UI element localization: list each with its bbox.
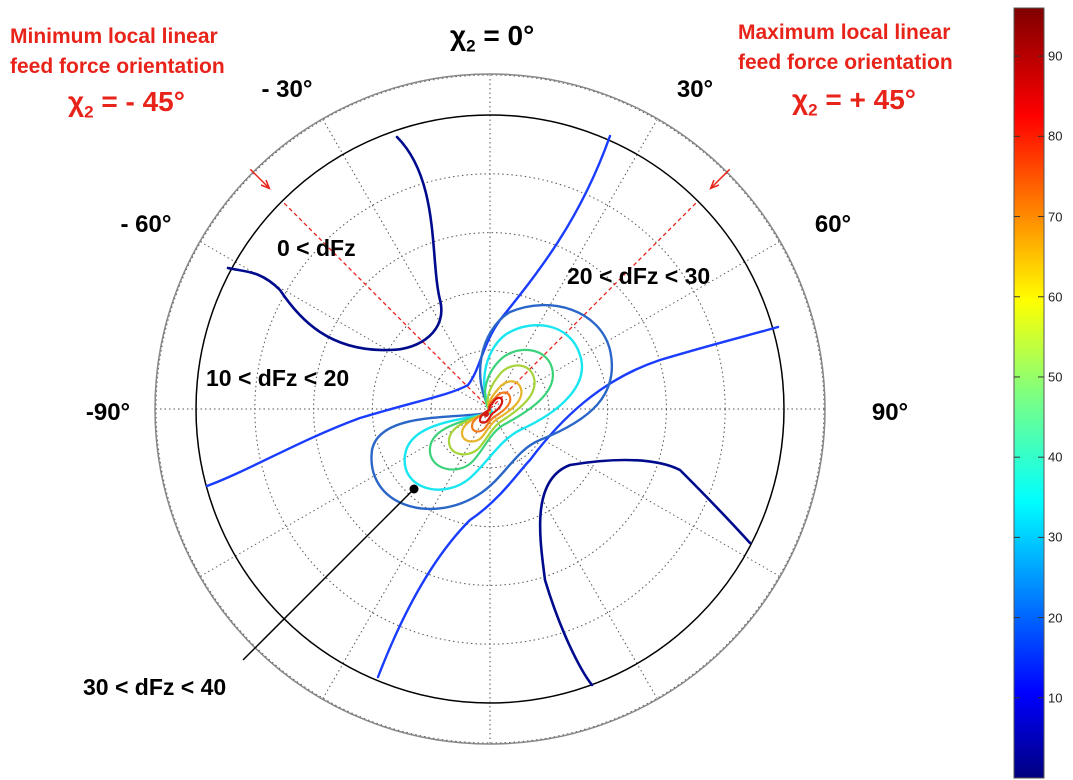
min-orientation-title-line2: feed force orientation	[10, 55, 225, 78]
region-label-0: 0 < dFz	[277, 235, 356, 261]
contour-level-50	[428, 348, 555, 471]
grid-spoke	[489, 408, 658, 699]
outer-ring	[154, 73, 826, 745]
colorbar-tick-label: 70	[1048, 209, 1063, 225]
min-orientation-title-line1: Minimum local linear	[10, 25, 218, 48]
grid-spoke	[200, 241, 491, 410]
max-orientation-title-line2: feed force orientation	[738, 51, 953, 74]
colorbar-tick-label: 10	[1048, 690, 1063, 706]
orientation-line	[281, 200, 491, 410]
polar-axis-circle	[195, 114, 785, 704]
colorbar-tick-label: 50	[1048, 369, 1063, 385]
orientation-arrow	[249, 168, 270, 189]
angle-label-minus-90: -90°	[85, 399, 131, 426]
colorbar-tick-label: 40	[1048, 449, 1063, 465]
max-orientation-title-line1: Maximum local linear	[738, 21, 951, 44]
colorbar	[1013, 7, 1045, 779]
pointer-dot	[409, 484, 419, 494]
max-orientation-chi-label: χ2 = + 45°	[792, 84, 916, 120]
contour-level-20	[205, 134, 612, 488]
contour-level-10	[226, 135, 443, 352]
colorbar-tick-label: 30	[1048, 529, 1063, 545]
top-angle-label: χ2 = 0°	[450, 20, 535, 56]
grid-spoke	[489, 241, 780, 410]
angle-label-30: 30°	[676, 76, 714, 103]
contour-level-60	[447, 364, 536, 456]
grid-spoke	[322, 119, 491, 410]
polar-grid	[155, 74, 825, 744]
angle-label-minus-60: - 60°	[120, 211, 172, 238]
orientation-arrowhead	[260, 179, 271, 190]
contour-level-80	[470, 391, 512, 433]
grid-spoke	[489, 119, 658, 410]
orientation-arrow	[710, 168, 731, 189]
grid-spoke	[489, 408, 780, 577]
pointer-line	[242, 488, 415, 661]
orientation-arrowhead	[709, 179, 720, 190]
contour-level-20	[376, 325, 780, 679]
angle-label-60: 60°	[814, 211, 852, 238]
orientation-line	[489, 200, 699, 410]
contour-level-90	[478, 396, 504, 424]
contour-level-30	[370, 303, 613, 511]
colorbar-tick-label: 20	[1048, 610, 1063, 626]
colorbar-ticks	[1014, 55, 1044, 699]
region-label-30-40: 30 < dFz < 40	[83, 674, 227, 700]
orientation-lines	[249, 168, 731, 410]
contour-level-70	[460, 380, 523, 443]
colorbar-tick-label: 60	[1048, 289, 1063, 305]
contour-level-10	[538, 458, 752, 687]
min-orientation-chi-label: χ2 = - 45°	[68, 86, 185, 122]
peak-marker	[483, 411, 489, 417]
angle-label-90: 90°	[871, 399, 909, 426]
angle-label-minus-30: - 30°	[261, 76, 313, 103]
region-label-20-30: 20 < dFz < 30	[567, 263, 711, 289]
region-label-10-20: 10 < dFz < 20	[206, 365, 350, 391]
grid-spoke	[200, 408, 491, 577]
contour-lines	[205, 134, 780, 687]
colorbar-tick-label: 80	[1048, 128, 1063, 144]
colorbar-tick-label: 90	[1048, 48, 1063, 64]
contour-level-40	[403, 323, 583, 491]
region-pointer	[242, 484, 419, 661]
grid-spoke	[322, 408, 491, 699]
